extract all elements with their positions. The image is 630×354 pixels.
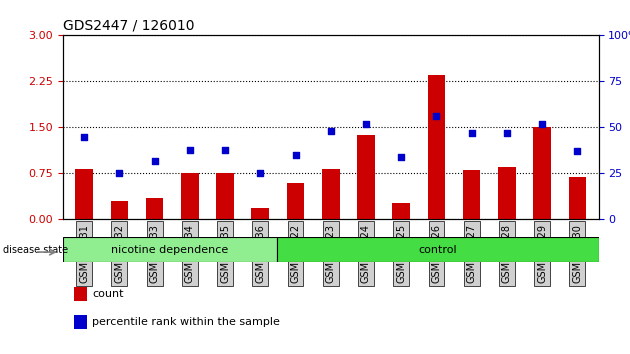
Point [467, 130, 477, 136]
Point [185, 147, 195, 152]
Text: control: control [418, 245, 457, 255]
Point [79, 134, 89, 139]
Bar [428, 75, 445, 219]
Bar [216, 173, 234, 219]
Point [537, 121, 547, 127]
Text: GDS2447 / 126010: GDS2447 / 126010 [63, 19, 195, 33]
Point [326, 128, 336, 134]
Bar [110, 201, 128, 219]
Text: percentile rank within the sample: percentile rank within the sample [93, 317, 280, 327]
Text: disease state: disease state [3, 245, 68, 255]
Bar [463, 170, 481, 219]
Bar [357, 136, 375, 219]
FancyBboxPatch shape [63, 237, 277, 262]
Bar [392, 203, 410, 219]
Point [290, 152, 301, 158]
Bar [146, 198, 163, 219]
Bar [251, 209, 269, 219]
Bar [287, 183, 304, 219]
Point [149, 158, 159, 164]
Bar [181, 173, 198, 219]
Bar [322, 169, 340, 219]
Bar [498, 167, 516, 219]
Point [502, 130, 512, 136]
Point [220, 147, 230, 152]
Point [361, 121, 371, 127]
Point [255, 171, 265, 176]
Bar [568, 177, 586, 219]
Text: count: count [93, 289, 124, 299]
FancyBboxPatch shape [277, 237, 598, 262]
Point [114, 171, 124, 176]
Point [432, 114, 442, 119]
Bar [76, 169, 93, 219]
Bar [74, 287, 87, 301]
Text: nicotine dependence: nicotine dependence [112, 245, 229, 255]
Point [572, 149, 582, 154]
Point [396, 154, 406, 160]
Bar [534, 127, 551, 219]
Bar [74, 315, 87, 329]
